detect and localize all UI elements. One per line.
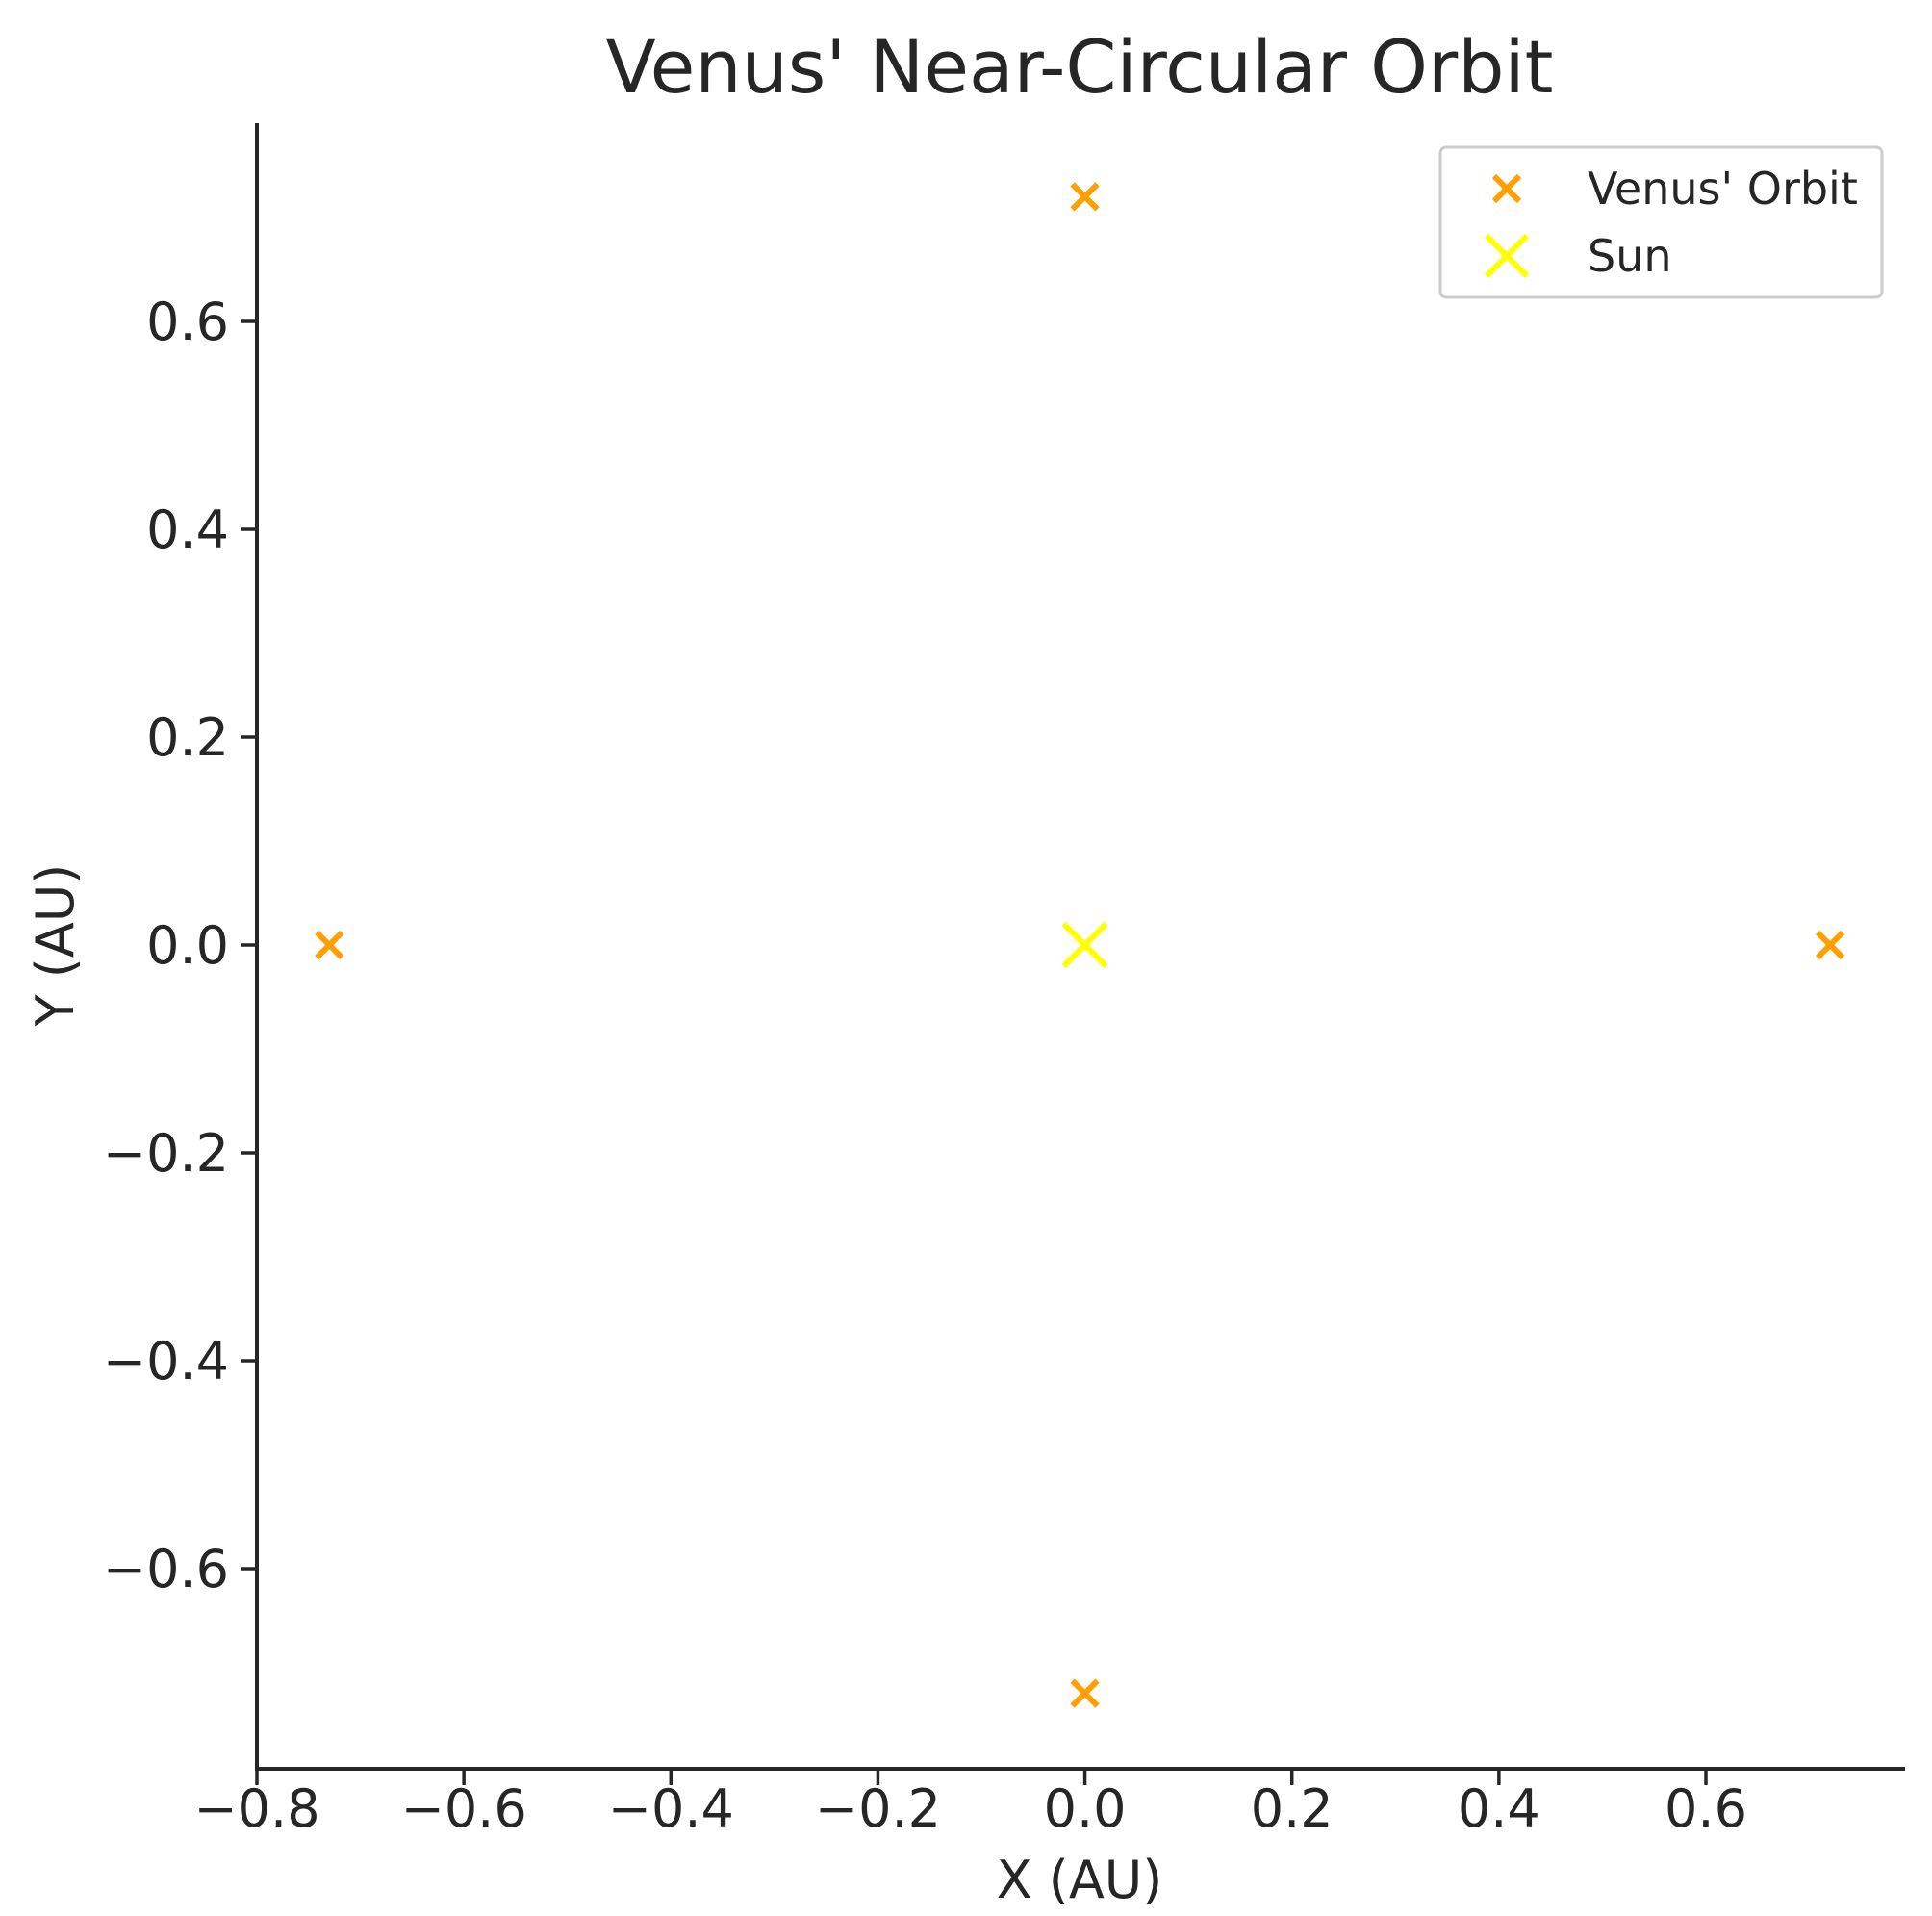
y-tick-label: 0.2: [146, 707, 229, 768]
venus-orbit-marker-stroke: [1070, 182, 1100, 212]
sun-marker-stroke: [1061, 921, 1108, 969]
x-tick-label: 0.2: [1251, 1778, 1334, 1839]
chart-title: Venus' Near-Circular Orbit: [606, 24, 1554, 110]
legend-venus-marker: [1491, 173, 1522, 204]
venus-orbit-marker: [1815, 930, 1845, 960]
data-points: [315, 182, 1845, 1708]
venus-orbit-marker-stroke: [1070, 1678, 1100, 1708]
x-tick-label: −0.8: [193, 1778, 319, 1839]
venus-orbit-marker-stroke: [1815, 930, 1845, 960]
y-tick-label: 0.0: [146, 915, 229, 976]
legend: Venus' Orbit Sun: [1438, 145, 1884, 299]
legend-label: Sun: [1588, 230, 1672, 282]
legend-sun-marker-stroke: [1484, 233, 1530, 279]
legend-venus-marker-stroke: [1491, 173, 1522, 204]
y-tick-label: 0.6: [146, 292, 229, 352]
y-axis-label: Y (AU): [25, 864, 86, 1028]
venus-orbit-marker: [1070, 182, 1100, 212]
venus-orbit-marker-stroke: [315, 930, 344, 960]
x-tick-label: −0.4: [608, 1778, 734, 1839]
y-tick-label: −0.4: [103, 1331, 229, 1392]
x-tick-label: −0.2: [815, 1778, 941, 1839]
venus-orbit-marker: [315, 930, 344, 960]
axis-ticks: −0.8 −0.6 −0.4 −0.2 0.0 0.2 0.4 0.6 −0.6 −0.4 −0.2…: [103, 292, 1747, 1839]
x-tick-label: −0.6: [401, 1778, 527, 1839]
venus-orbit-marker: [1070, 1678, 1100, 1708]
y-tick-label: −0.6: [103, 1539, 229, 1599]
legend-frame: [1438, 145, 1884, 299]
x-tick-label: 0.6: [1665, 1778, 1747, 1839]
y-tick-label: −0.2: [103, 1123, 229, 1184]
x-tick-label: 0.4: [1458, 1778, 1540, 1839]
x-axis-label: X (AU): [997, 1850, 1163, 1910]
legend-entries: Venus' Orbit Sun: [1484, 163, 1858, 282]
legend-label: Venus' Orbit: [1588, 163, 1858, 215]
legend-sun-marker: [1484, 233, 1530, 279]
x-tick-label: 0.0: [1044, 1778, 1127, 1839]
sun-marker: [1061, 921, 1108, 969]
y-tick-label: 0.4: [146, 499, 229, 560]
